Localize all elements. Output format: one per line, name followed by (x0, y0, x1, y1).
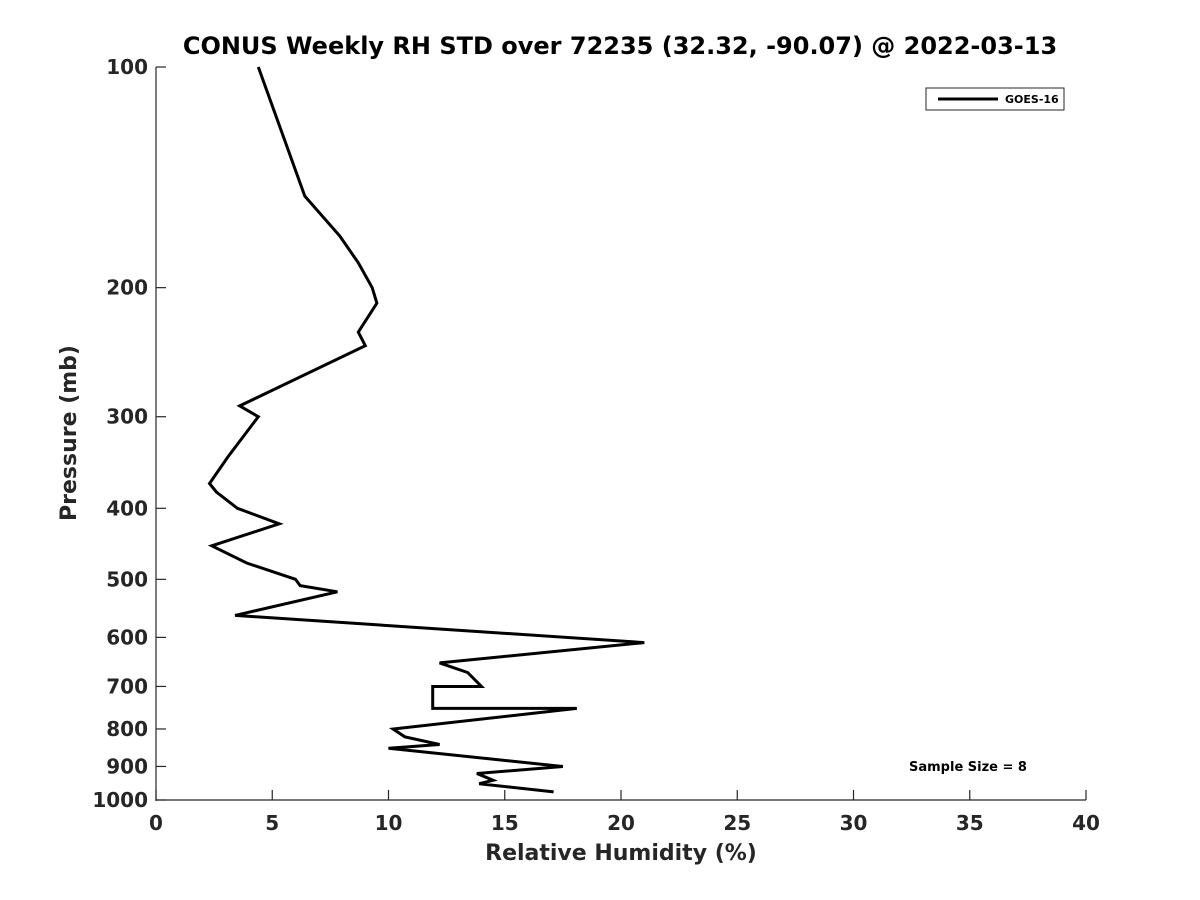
x-tick-label: 25 (723, 811, 751, 835)
y-tick-label: 500 (106, 567, 148, 591)
y-tick-label: 800 (106, 717, 148, 741)
y-tick-label: 900 (106, 754, 148, 778)
x-tick-label: 40 (1072, 811, 1100, 835)
x-tick-label: 5 (265, 811, 279, 835)
legend-label-goes-16: GOES-16 (1005, 93, 1059, 106)
x-tick-label: 20 (607, 811, 635, 835)
y-tick-label: 1000 (92, 788, 148, 812)
x-tick-label: 35 (956, 811, 984, 835)
y-tick-label: 200 (106, 276, 148, 300)
sample-size-annotation: Sample Size = 8 (909, 760, 1027, 775)
y-tick-label: 100 (106, 55, 148, 79)
chart-title: CONUS Weekly RH STD over 72235 (32.32, -… (183, 32, 1057, 60)
y-tick-label: 600 (106, 625, 148, 649)
x-axis-label: Relative Humidity (%) (485, 841, 757, 866)
x-tick-label: 30 (840, 811, 868, 835)
x-tick-label: 15 (491, 811, 519, 835)
series-line-goes-16 (207, 66, 645, 794)
legend: GOES-16 (925, 87, 1065, 111)
x-axis-ticks: 0 5 10 15 20 25 30 35 40 (149, 790, 1100, 835)
x-tick-label: 10 (375, 811, 403, 835)
y-tick-label: 400 (106, 496, 148, 520)
y-axis-ticks: 100 200 300 400 500 600 700 800 900 1000 (92, 55, 166, 812)
y-tick-label: 700 (106, 674, 148, 698)
y-tick-label: 300 (106, 405, 148, 429)
y-axis-label: Pressure (mb) (57, 345, 82, 521)
x-tick-label: 0 (149, 811, 163, 835)
